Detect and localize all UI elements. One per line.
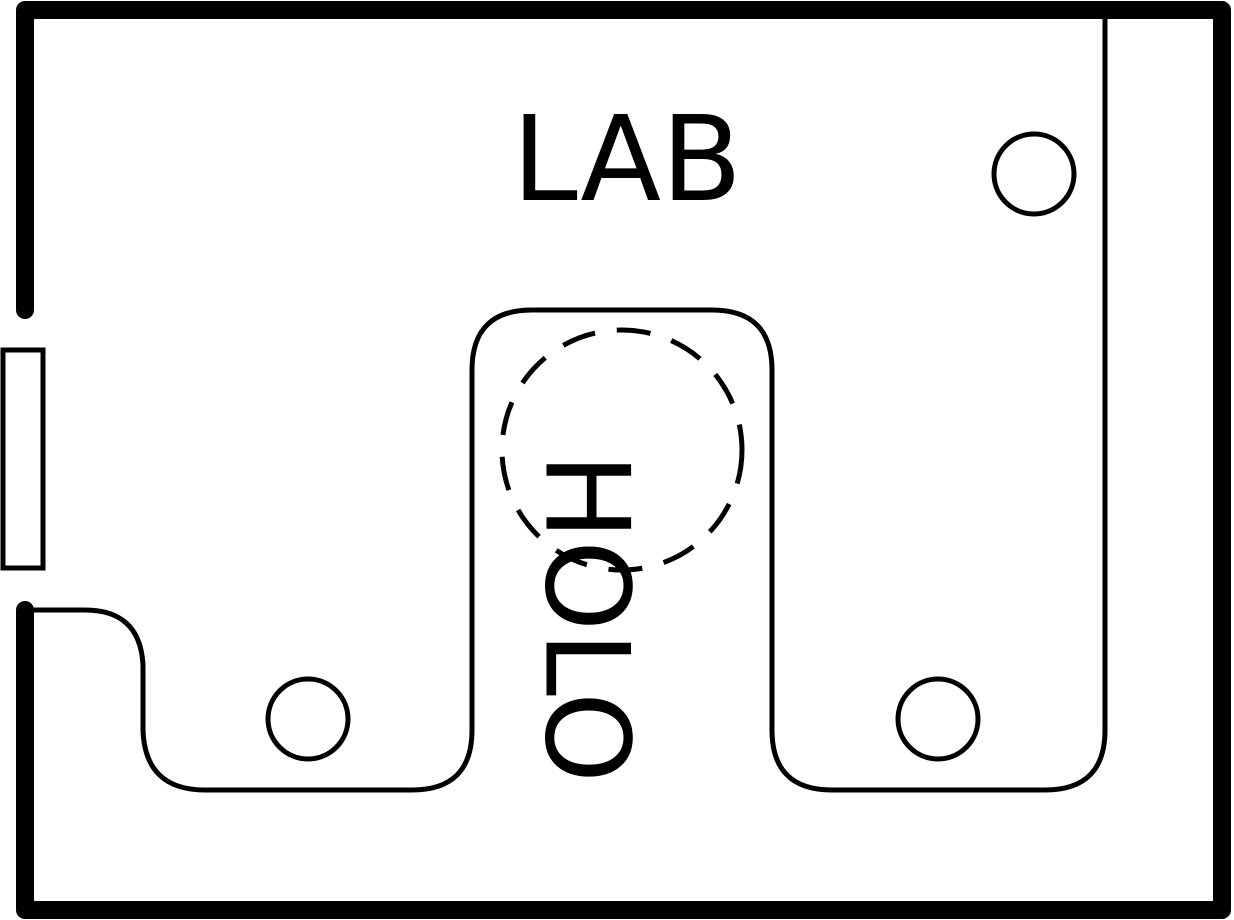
outer-wall — [16, 1, 1231, 919]
fixture-top-right[interactable] — [991, 131, 1077, 217]
fixture-bottom-right[interactable] — [895, 676, 981, 762]
room-label: LAB — [512, 90, 742, 228]
inner-partition — [25, 10, 1108, 793]
holo-label: HOLO — [519, 453, 654, 783]
holo-projection-ring — [499, 327, 745, 573]
door-panel[interactable] — [0, 347, 46, 571]
fixture-bottom-left[interactable] — [265, 676, 351, 762]
